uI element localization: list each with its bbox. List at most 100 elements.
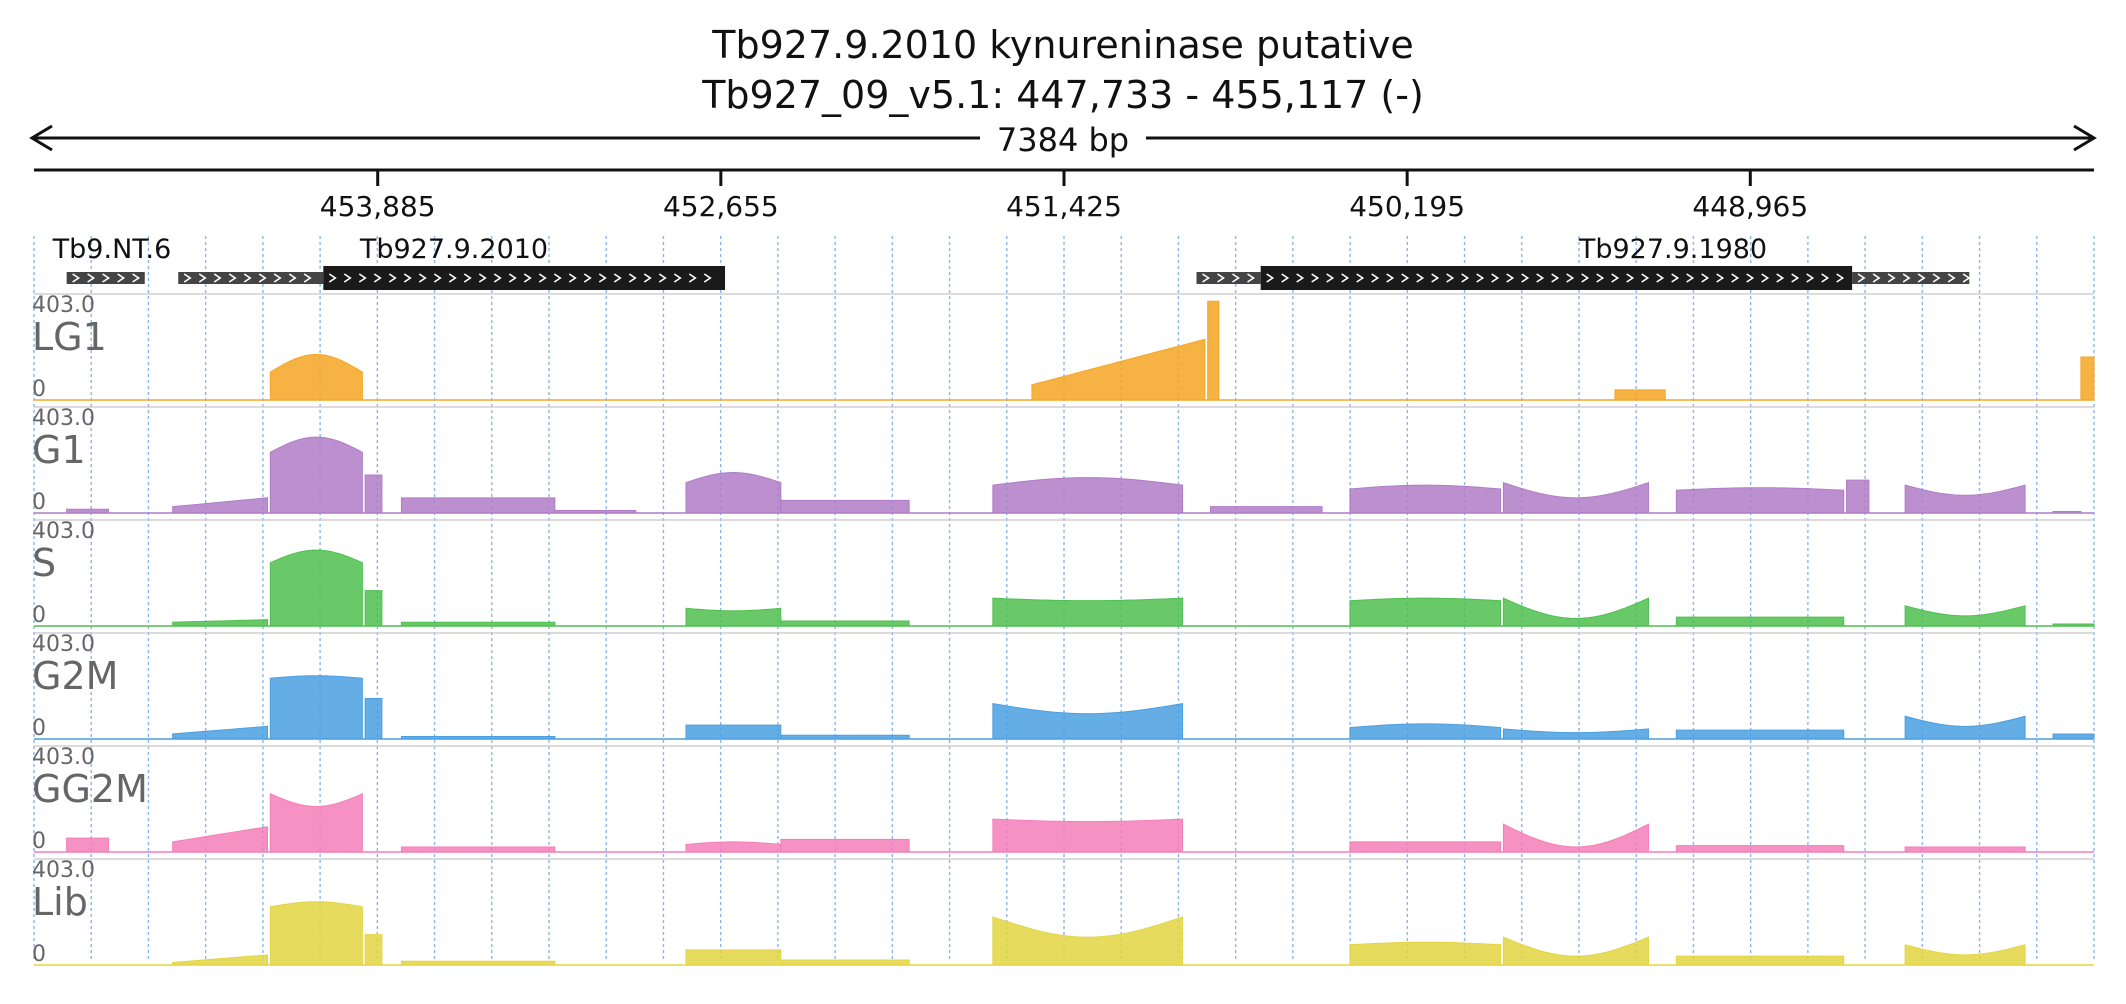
strand-chevron [117, 273, 126, 283]
cds-block [323, 266, 726, 290]
coverage-area [1502, 936, 1649, 966]
coverage-area [1904, 605, 2026, 627]
coordinate-axis: 453,885 452,655 451,425 450,195 448,965 [34, 168, 2094, 223]
strand-chevron [418, 273, 427, 283]
strand-chevron [673, 273, 682, 283]
coverage-area [364, 934, 383, 966]
strand-chevron [1326, 273, 1335, 283]
coverage-area [66, 508, 109, 514]
track-lg1: 403.0 0 LG1 [32, 293, 2095, 402]
y-min-label: 0 [32, 490, 46, 515]
strand-chevron [1917, 273, 1926, 283]
strand-chevron [1536, 273, 1545, 283]
coverage-area [685, 472, 782, 514]
strand-chevron [1656, 273, 1665, 283]
span-length-label: 7384 bp [997, 121, 1129, 159]
strand-chevron [1962, 273, 1971, 283]
gene-label: Tb9.NT.6 [52, 234, 172, 265]
strand-chevron [658, 273, 667, 283]
coverage-area [554, 509, 637, 514]
strand-chevron [1626, 273, 1635, 283]
strand-chevron [1581, 273, 1590, 283]
strand-chevron [1716, 273, 1725, 283]
chart-title: Tb927.9.2010 kynureninase putative [711, 23, 1413, 67]
coverage-area [1904, 484, 2026, 514]
coverage-area [364, 698, 383, 740]
coverage-area [1502, 481, 1649, 514]
strand-chevron [493, 273, 502, 283]
coverage-area [1675, 845, 1845, 853]
strand-chevron [1776, 273, 1785, 283]
strand-chevron [1836, 273, 1845, 283]
coverage-area [1502, 823, 1649, 853]
coverage-area [992, 916, 1184, 966]
y-min-label: 0 [32, 377, 46, 402]
strand-chevron [1551, 273, 1560, 283]
axis-tick-label: 448,965 [1692, 190, 1808, 223]
track-name: Lib [32, 880, 88, 924]
strand-chevron [1521, 273, 1530, 283]
strand-chevron [1247, 273, 1255, 283]
strand-chevron [1887, 273, 1896, 283]
coverage-area [780, 959, 910, 966]
strand-chevron [1476, 273, 1485, 283]
strand-chevron [183, 273, 192, 283]
strand-chevron [598, 273, 607, 283]
strand-chevron [213, 273, 222, 283]
coverage-area [364, 590, 383, 627]
strand-chevron [403, 273, 412, 283]
coverage-area [992, 818, 1184, 853]
strand-chevron [198, 273, 207, 283]
gene-label: Tb927.9.1980 [1578, 234, 1767, 265]
y-min-label: 0 [32, 829, 46, 854]
track-name: G2M [32, 654, 118, 698]
strand-chevron [1311, 273, 1320, 283]
strand-chevron [463, 273, 472, 283]
coverage-area [269, 793, 363, 853]
coverage-area [1349, 597, 1502, 627]
strand-chevron [328, 273, 337, 283]
track-name: GG2M [32, 767, 148, 811]
coverage-area [1675, 955, 1845, 966]
utr-block [66, 272, 145, 284]
strand-chevron [1386, 273, 1395, 283]
axis-tick-label: 452,655 [663, 190, 779, 223]
track-name: G1 [32, 428, 86, 472]
track-s: 403.0 0 S [32, 519, 2095, 628]
utr-block [1196, 272, 1261, 284]
coverage-area [269, 675, 363, 740]
axis-tick-label: 451,425 [1006, 190, 1122, 223]
coverage-area [400, 735, 556, 740]
strand-chevron [1341, 273, 1350, 283]
locus-label: Tb927_09_v5.1: 447,733 - 455,117 (-) [701, 73, 1424, 117]
y-min-label: 0 [32, 603, 46, 628]
coverage-area [1502, 728, 1649, 740]
strand-chevron [1356, 273, 1365, 283]
y-max-label: 403.0 [32, 519, 95, 544]
strand-chevron [1416, 273, 1425, 283]
coverage-area [1846, 479, 1870, 514]
strand-chevron [613, 273, 622, 283]
coverage-area [269, 901, 363, 966]
coverage-area [780, 734, 910, 740]
axis-tick-label: 450,195 [1349, 190, 1465, 223]
strand-chevron [343, 273, 352, 283]
strand-chevron [553, 273, 562, 283]
strand-chevron [1566, 273, 1575, 283]
track-lib: 403.0 0 Lib [32, 858, 2094, 967]
track-g2m: 403.0 0 G2M [32, 632, 2095, 741]
strand-chevron [1202, 273, 1210, 283]
strand-chevron [1701, 273, 1710, 283]
strand-chevron [1746, 273, 1755, 283]
coverage-area [1349, 723, 1502, 740]
coverage-area [1502, 597, 1649, 627]
strand-chevron [538, 273, 547, 283]
coverage-area [172, 619, 269, 627]
coverage-area [1904, 846, 2026, 853]
coverage-area [172, 826, 269, 853]
strand-chevron [1731, 273, 1740, 283]
strand-chevron [1401, 273, 1410, 283]
strand-chevron [288, 273, 297, 283]
strand-chevron [1641, 273, 1650, 283]
strand-chevron [1902, 273, 1911, 283]
